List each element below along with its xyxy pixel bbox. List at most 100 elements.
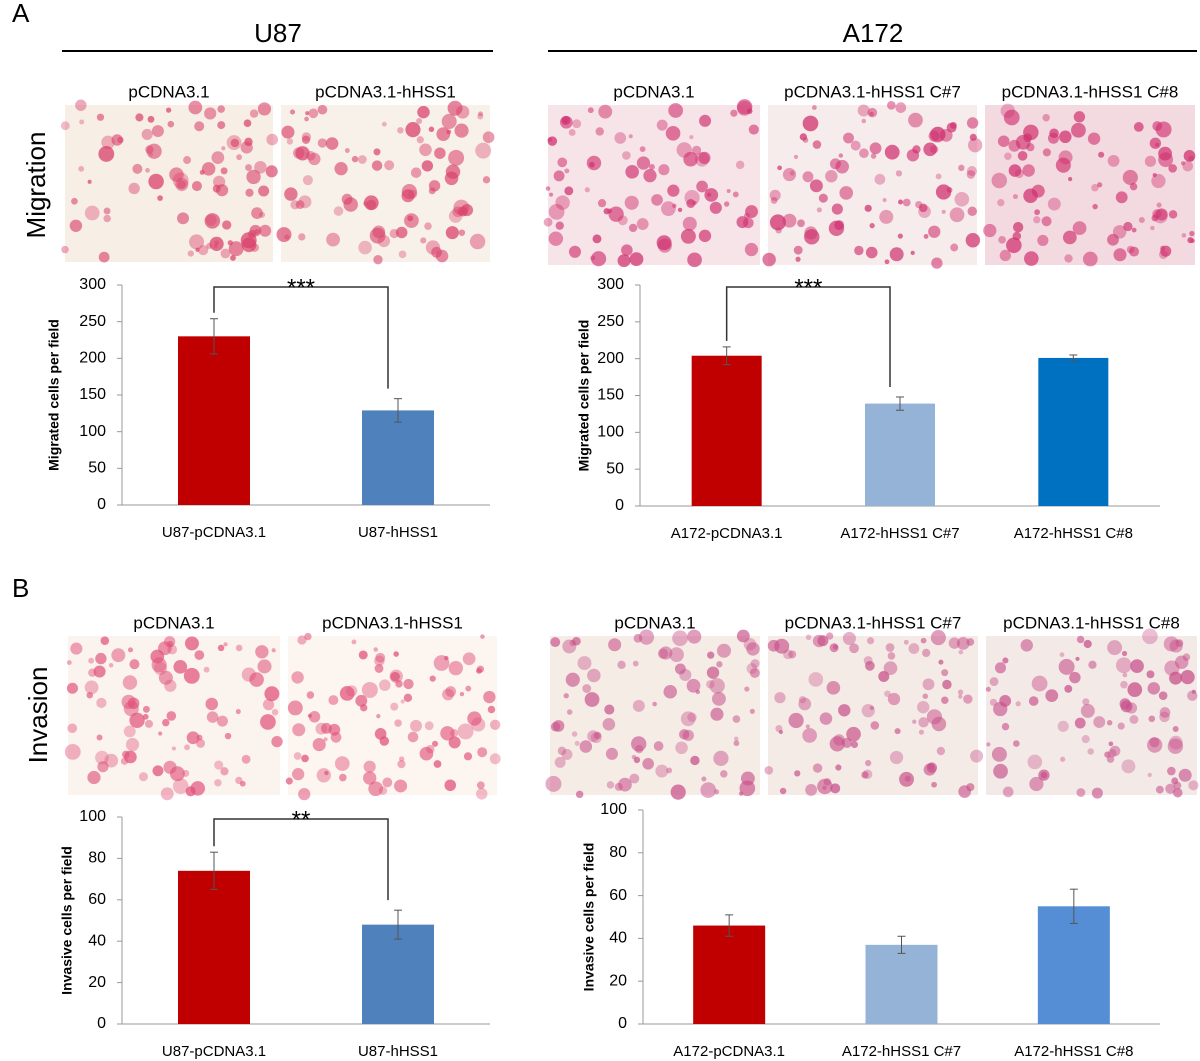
cell (452, 206, 464, 218)
cell (298, 788, 311, 801)
cell (96, 113, 105, 121)
cell (870, 153, 877, 159)
cell (1087, 748, 1094, 755)
cell (215, 184, 229, 197)
cell (471, 717, 486, 732)
cell (823, 778, 832, 786)
cell (838, 153, 844, 158)
cell (793, 245, 803, 255)
bar (178, 336, 250, 505)
cell (417, 105, 430, 119)
cell (709, 678, 725, 694)
cell (677, 207, 683, 213)
y-tick-label: 60 (609, 887, 627, 904)
cell (145, 168, 150, 173)
cell (239, 780, 246, 787)
cell (887, 692, 901, 706)
cell (1160, 245, 1172, 257)
cell (125, 737, 140, 752)
cell (416, 118, 423, 125)
cell (555, 221, 564, 230)
cell (1082, 251, 1098, 267)
cell (397, 127, 404, 134)
cell (865, 759, 872, 767)
cell (965, 232, 981, 248)
cell (129, 712, 145, 728)
cell (778, 729, 784, 735)
cell (825, 170, 838, 183)
cell (395, 680, 403, 688)
cell (564, 186, 574, 196)
image-label: pCDNA3.1-hHSS1 (315, 82, 456, 101)
cell (191, 181, 202, 192)
cell (736, 629, 750, 643)
cell (295, 200, 305, 209)
cell (922, 648, 931, 658)
y-tick-label: 150 (597, 387, 624, 404)
cell (643, 169, 657, 183)
cell (424, 721, 434, 731)
cell (357, 155, 367, 164)
cell (1037, 234, 1049, 246)
cell (804, 226, 818, 240)
cell (240, 141, 253, 154)
cell (360, 704, 368, 712)
cell (1121, 650, 1128, 657)
cell (769, 214, 786, 231)
cell (706, 680, 715, 689)
error-bar (210, 851, 218, 890)
cell (324, 770, 329, 776)
cell (884, 144, 900, 160)
cell (298, 195, 312, 209)
cell (831, 203, 843, 215)
y-axis-label: Invasive cells per field (59, 846, 75, 995)
cell (861, 118, 867, 124)
cell (869, 111, 874, 117)
cell (1183, 150, 1196, 162)
cell (910, 250, 915, 255)
cell (390, 671, 400, 682)
cell (829, 158, 841, 170)
cell (315, 722, 328, 735)
y-tick-label: 80 (609, 844, 627, 861)
cell (1064, 684, 1073, 693)
cell (103, 207, 111, 215)
cell (732, 715, 741, 723)
cell (60, 121, 70, 131)
cell (1013, 740, 1020, 747)
cell (572, 636, 581, 646)
cell (1173, 787, 1183, 798)
cell (1060, 756, 1066, 762)
cell (382, 777, 393, 788)
cell (293, 147, 305, 159)
cell (1015, 701, 1021, 707)
bar (1037, 906, 1110, 1024)
cell (828, 220, 845, 237)
cell (835, 764, 842, 771)
cell (667, 184, 680, 197)
cell (477, 113, 484, 120)
cell (204, 213, 221, 229)
cell (286, 138, 294, 145)
cell (571, 731, 578, 737)
cell (956, 636, 970, 650)
cell (744, 686, 750, 692)
cell (832, 644, 839, 650)
cell (1002, 657, 1009, 664)
cell (1191, 689, 1196, 694)
cell (1123, 221, 1133, 232)
cell (122, 750, 130, 759)
cell (794, 770, 801, 777)
cell (1008, 164, 1022, 177)
image-label: pCDNA3.1-hHSS1 C#7 (784, 82, 961, 101)
cell (1129, 715, 1139, 724)
cell (826, 632, 834, 640)
cell (214, 779, 222, 787)
cell (1156, 202, 1162, 208)
group-title: A172 (843, 18, 904, 48)
cell (88, 657, 95, 664)
cell (798, 697, 812, 711)
cell (1120, 680, 1128, 689)
cell (476, 665, 485, 673)
cell (363, 771, 377, 785)
